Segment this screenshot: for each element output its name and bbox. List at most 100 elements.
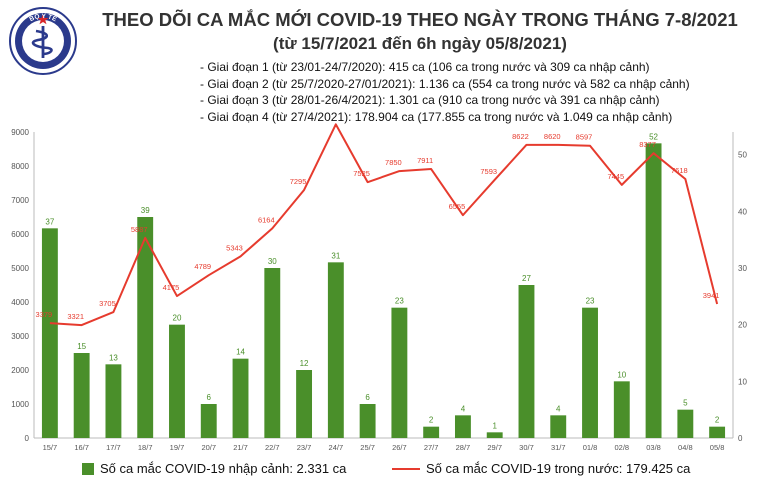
bar-data-label: 52	[649, 132, 658, 141]
x-tick-label: 05/8	[710, 443, 725, 452]
phase-note-4: - Giai đoạn 4 (từ 27/4/2021): 178.904 ca…	[200, 109, 673, 124]
bar-data-label: 37	[45, 217, 54, 226]
y-left-tick-label: 9000	[11, 128, 29, 137]
y-left-tick-label: 3000	[11, 332, 29, 341]
line-data-label: 3321	[67, 312, 84, 321]
line-domestic	[49, 123, 719, 327]
ministry-logo: BỘ Y TẾ	[8, 6, 78, 76]
line-data-label: 7850	[385, 158, 402, 167]
chart-title: THEO DÕI CA MẮC MỚI COVID-19 THEO NGÀY T…	[102, 9, 738, 30]
y-right-tick-label: 50	[738, 151, 747, 160]
x-tick-label: 25/7	[360, 443, 375, 452]
bar-imported	[296, 370, 313, 438]
bar-imported	[105, 364, 122, 438]
bar-imported	[486, 432, 503, 438]
line-data-label: 5887	[131, 225, 148, 234]
bar-data-label: 2	[715, 416, 720, 425]
bar-imported	[582, 307, 598, 438]
y-right-tick-label: 0	[738, 434, 743, 443]
y-right-tick-label: 30	[738, 264, 747, 273]
y-left-tick-label: 1000	[11, 400, 29, 409]
legend-domestic-label: Số ca mắc COVID-19 trong nước: 179.425 c…	[426, 461, 691, 476]
legend-bar-swatch	[82, 462, 94, 475]
bar-data-label: 27	[522, 274, 531, 283]
x-tick-label: 04/8	[678, 443, 693, 452]
x-tick-label: 19/7	[170, 443, 185, 452]
line-data-label: 3379	[36, 310, 53, 319]
bar-imported	[264, 268, 281, 438]
line-data-label: 7593	[480, 167, 497, 176]
y-left-tick-label: 8000	[11, 162, 29, 171]
bar-imported	[709, 426, 726, 438]
bar-imported	[391, 307, 408, 438]
bar-imported	[645, 143, 662, 439]
line-data-label: 3705	[99, 299, 116, 308]
line-data-label: 6164	[258, 215, 275, 224]
y-left-tick-label: 2000	[11, 366, 29, 375]
bar-imported	[169, 324, 185, 438]
phase-note-2: - Giai đoạn 2 (từ 25/7/2020-27/01/2021):…	[200, 76, 690, 91]
bar-data-label: 23	[395, 297, 404, 306]
bar-data-label: 13	[109, 353, 118, 362]
y-left-tick-label: 5000	[11, 264, 29, 273]
line-data-label: 7525	[353, 169, 370, 178]
bar-data-label: 31	[331, 251, 340, 260]
x-tick-label: 22/7	[265, 443, 280, 452]
line-data-label: 8622	[512, 132, 529, 141]
phase-note-3: - Giai đoạn 3 (từ 28/01-26/4/2021): 1.30…	[200, 93, 660, 107]
bar-data-label: 1	[492, 421, 497, 430]
legend-imported: Số ca mắc COVID-19 nhập cảnh: 2.331 ca	[82, 461, 346, 476]
x-tick-label: 23/7	[297, 443, 312, 452]
line-data-label: 4175	[163, 283, 180, 292]
line-data-label: 8620	[544, 132, 561, 141]
x-tick-label: 26/7	[392, 443, 407, 452]
bar-imported	[677, 409, 694, 438]
x-tick-label: 27/7	[424, 443, 439, 452]
x-tick-label: 02/8	[614, 443, 629, 452]
x-tick-label: 30/7	[519, 443, 534, 452]
y-left-tick-label: 0	[25, 434, 30, 443]
legend-imported-label: Số ca mắc COVID-19 nhập cảnh: 2.331 ca	[100, 461, 347, 476]
bar-imported	[518, 285, 535, 438]
bar-imported	[359, 404, 376, 438]
bar-data-label: 10	[617, 370, 626, 379]
bar-imported	[550, 415, 567, 438]
bar-imported	[232, 358, 249, 438]
bar-data-label: 39	[141, 206, 150, 215]
line-data-label: 5343	[226, 243, 243, 252]
x-tick-label: 03/8	[646, 443, 661, 452]
line-data-label: 8377	[639, 140, 656, 149]
covid-chart: 0100020003000400050006000700080009000010…	[11, 120, 747, 452]
bar-imported	[137, 217, 154, 438]
x-tick-label: 29/7	[487, 443, 502, 452]
line-data-label: 4789	[194, 262, 211, 271]
y-right-tick-label: 40	[738, 207, 747, 216]
bar-data-label: 6	[207, 393, 212, 402]
y-right-tick-label: 20	[738, 321, 747, 330]
legend-line-swatch	[392, 467, 420, 470]
bar-imported	[41, 228, 58, 438]
line-data-label: 3941	[703, 291, 720, 300]
legend-domestic: Số ca mắc COVID-19 trong nước: 179.425 c…	[392, 461, 690, 476]
x-tick-label: 16/7	[74, 443, 89, 452]
y-right-tick-label: 10	[738, 377, 747, 386]
x-tick-label: 31/7	[551, 443, 566, 452]
bar-data-label: 2	[429, 416, 434, 425]
y-left-tick-label: 7000	[11, 196, 29, 205]
x-tick-label: 15/7	[43, 443, 58, 452]
phase-note-1: - Giai đoạn 1 (từ 23/01-24/7/2020): 415 …	[200, 60, 650, 74]
x-tick-label: 01/8	[583, 443, 598, 452]
bar-data-label: 6	[365, 393, 370, 402]
bar-imported	[73, 353, 90, 438]
phase-notes: - Giai đoạn 1 (từ 23/01-24/7/2020): 415 …	[200, 59, 690, 125]
bar-imported	[200, 404, 217, 438]
line-data-label: 8597	[576, 133, 593, 142]
chart-subtitle: (từ 15/7/2021 đến 6h ngày 05/8/2021)	[273, 34, 567, 53]
bar-data-label: 15	[77, 342, 86, 351]
x-tick-label: 21/7	[233, 443, 248, 452]
bar-data-label: 4	[556, 404, 561, 413]
line-data-label: 7295	[290, 177, 307, 186]
x-tick-label: 17/7	[106, 443, 121, 452]
bar-imported	[423, 426, 440, 438]
bar-data-label: 30	[268, 257, 277, 266]
